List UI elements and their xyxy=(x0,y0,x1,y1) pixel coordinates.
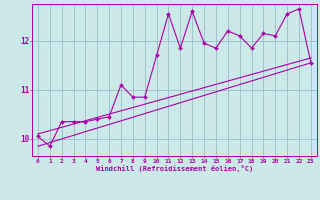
X-axis label: Windchill (Refroidissement éolien,°C): Windchill (Refroidissement éolien,°C) xyxy=(96,165,253,172)
